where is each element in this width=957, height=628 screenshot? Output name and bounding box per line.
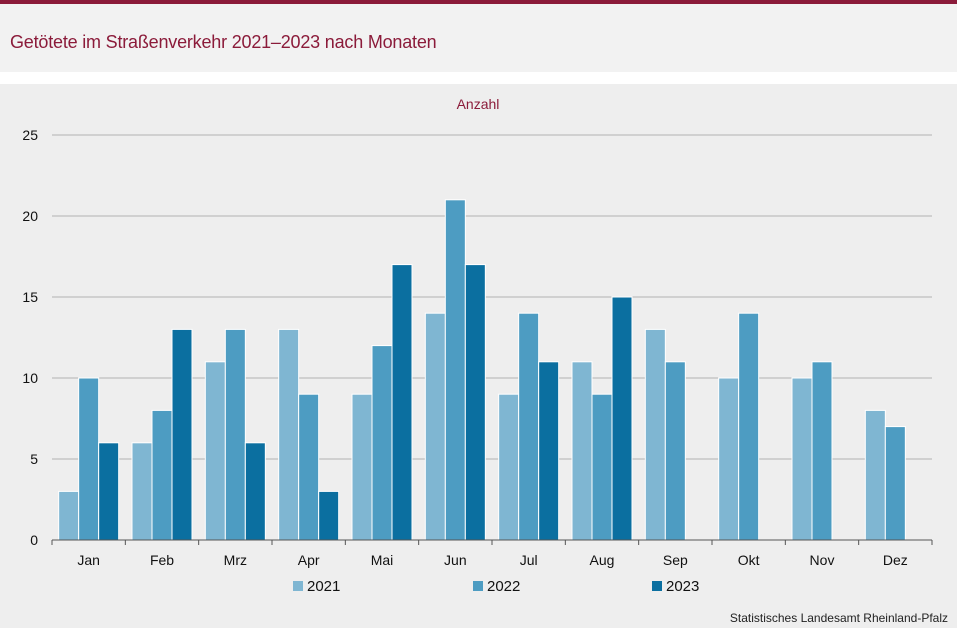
legend-label-2021: 2021: [307, 578, 340, 595]
bar-2021-Feb: [131, 442, 153, 541]
bar-2021-Dez: [864, 409, 886, 541]
x-tick-label: Mai: [371, 552, 394, 568]
x-tick-label: Jan: [77, 552, 100, 568]
bar-2021-Jun: [424, 312, 446, 541]
bars: [58, 199, 906, 541]
x-tick-label: Aug: [590, 552, 615, 568]
x-tick-label: Dez: [883, 552, 908, 568]
y-tick-label: 25: [22, 127, 38, 143]
bar-2022-Jul: [518, 312, 540, 541]
x-tick-label: Feb: [150, 552, 174, 568]
bar-2022-Aug: [591, 393, 613, 541]
y-tick-label: 20: [22, 208, 38, 224]
bar-2021-Mrz: [204, 361, 226, 541]
bar-2023-Feb: [171, 328, 193, 541]
bar-2021-Sep: [644, 328, 666, 541]
bar-2022-Jan: [78, 377, 100, 541]
y-tick-label: 5: [30, 451, 38, 467]
bar-2022-Mrz: [224, 328, 246, 541]
bar-2022-Jun: [444, 199, 466, 541]
bar-2022-Dez: [884, 426, 906, 541]
legend-swatch-2022: [473, 581, 483, 591]
bar-2022-Nov: [811, 361, 833, 541]
legend-swatch-2023: [652, 581, 662, 591]
bar-2021-Apr: [278, 328, 300, 541]
bar-2021-Mai: [351, 393, 373, 541]
grid-lines: [52, 134, 932, 460]
bar-2022-Sep: [664, 361, 686, 541]
bar-2022-Apr: [298, 393, 320, 541]
x-axis: [51, 539, 933, 545]
bar-2022-Okt: [738, 312, 760, 541]
x-tick-label: Jul: [520, 552, 538, 568]
y-tick-labels: 0 5 10 15 20 25: [22, 127, 38, 548]
chart-header: Getötete im Straßenverkehr 2021–2023 nac…: [0, 4, 957, 72]
y-tick-label: 0: [30, 532, 38, 548]
y-tick-label: 15: [22, 289, 38, 305]
x-tick-label: Sep: [663, 552, 688, 568]
x-tick-labels: Jan Feb Mrz Apr Mai Jun Jul Aug Sep Okt Nov Dez: [77, 552, 907, 568]
bar-2023-Jun: [464, 264, 486, 541]
x-tick-label: Okt: [738, 552, 760, 568]
bar-2023-Mrz: [244, 442, 266, 541]
legend-label-2022: 2022: [487, 578, 520, 595]
bar-2021-Aug: [571, 361, 593, 541]
bar-2022-Mai: [371, 345, 393, 541]
chart-title: Getötete im Straßenverkehr 2021–2023 nac…: [10, 32, 437, 52]
bar-2021-Jul: [498, 393, 520, 541]
x-tick-label: Nov: [810, 552, 835, 568]
top-accent-bar: [0, 0, 957, 4]
y-tick-label: 10: [22, 370, 38, 386]
bar-2021-Jan: [58, 490, 80, 541]
x-tick-label: Apr: [298, 552, 320, 568]
bar-2023-Aug: [611, 296, 633, 541]
bar-2021-Nov: [791, 377, 813, 541]
bar-2023-Jul: [538, 361, 560, 541]
bar-2023-Mai: [391, 264, 413, 541]
bar-2023-Apr: [318, 490, 340, 541]
bar-2023-Jan: [98, 442, 120, 541]
bar-2022-Feb: [151, 409, 173, 541]
legend-label-2023: 2023: [666, 578, 699, 595]
bar-2021-Okt: [718, 377, 740, 541]
x-tick-label: Jun: [444, 552, 467, 568]
source-note: Statistisches Landesamt Rheinland-Pfalz: [729, 611, 948, 625]
x-tick-label: Mrz: [224, 552, 247, 568]
y-axis-label: Anzahl: [457, 96, 500, 112]
legend: 2021 2022 2023: [293, 578, 699, 595]
legend-swatch-2021: [293, 581, 303, 591]
header-separator: [0, 72, 957, 84]
